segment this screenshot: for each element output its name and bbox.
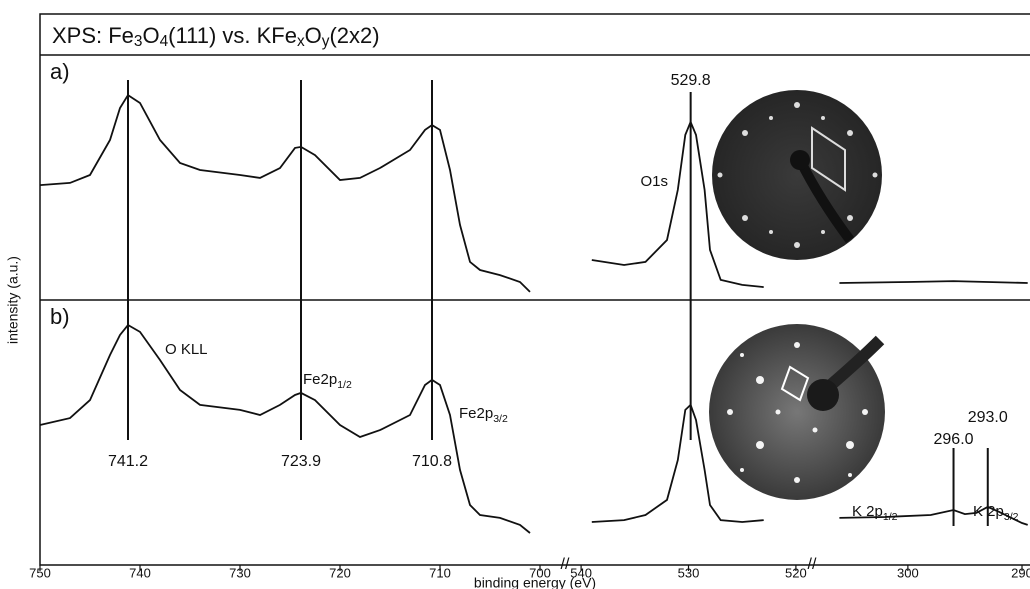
peak-name: K 2p1/2	[852, 503, 898, 523]
x-tick-label: 700	[529, 565, 551, 580]
peak-label: 293.0	[968, 409, 1008, 426]
x-tick-label: 520	[785, 565, 807, 580]
text-run: O	[142, 23, 159, 48]
text-run: K 2p	[973, 503, 1004, 520]
text-run: (2x2)	[329, 23, 379, 48]
text-run: O	[305, 23, 322, 48]
leed-image-b	[709, 324, 885, 500]
y-axis-label: intensity (a.u.)	[5, 256, 21, 344]
panel-label: b)	[50, 304, 70, 329]
peak-label: 723.9	[281, 453, 321, 470]
text-run: (111) vs. KFe	[168, 23, 297, 48]
peak-label: 296.0	[934, 431, 974, 448]
x-tick-label: 530	[678, 565, 700, 580]
spectrum-line	[839, 281, 1027, 283]
subscript: 3/2	[493, 413, 508, 425]
text-run: XPS: Fe	[52, 23, 134, 48]
peak-name: O KLL	[165, 341, 208, 358]
frame	[40, 14, 1030, 565]
spectrum-line	[40, 325, 530, 533]
x-tick-label: 720	[329, 565, 351, 580]
leed-image-a	[712, 90, 882, 260]
subscript: 3	[134, 33, 143, 50]
x-tick-label: 750	[29, 565, 51, 580]
x-tick-label: 710	[429, 565, 451, 580]
text-run: Fe2p	[459, 405, 493, 422]
x-tick-label: 290	[1011, 565, 1030, 580]
chart: // // XPS: Fe3O4(111) vs. KFexOy(2x2) bi…	[0, 0, 1030, 589]
text-run: K 2p	[852, 503, 883, 520]
peak-name: O1s	[640, 173, 668, 190]
subscript: 3/2	[1004, 511, 1019, 523]
x-tick-label: 730	[229, 565, 251, 580]
subscript: 1/2	[337, 379, 352, 391]
axis-break: //	[808, 556, 817, 573]
x-tick-label: 740	[129, 565, 151, 580]
peak-label: 741.2	[108, 453, 148, 470]
peak-name: K 2p3/2	[973, 503, 1019, 523]
text-run: O KLL	[165, 341, 208, 358]
text-run: Fe2p	[303, 371, 337, 388]
panel-label: a)	[50, 59, 70, 84]
text-run: O1s	[640, 173, 668, 190]
subscript: 1/2	[883, 511, 898, 523]
x-tick-label: 540	[570, 565, 592, 580]
peak-name: Fe2p3/2	[459, 405, 508, 425]
peak-label: 529.8	[671, 72, 711, 89]
chart-title: XPS: Fe3O4(111) vs. KFexOy(2x2)	[52, 23, 380, 50]
peak-label: 710.8	[412, 453, 452, 470]
x-tick-label: 300	[897, 565, 919, 580]
peak-name: Fe2p1/2	[303, 371, 352, 391]
spectrum-line	[40, 95, 530, 292]
axis-break: //	[561, 556, 570, 573]
